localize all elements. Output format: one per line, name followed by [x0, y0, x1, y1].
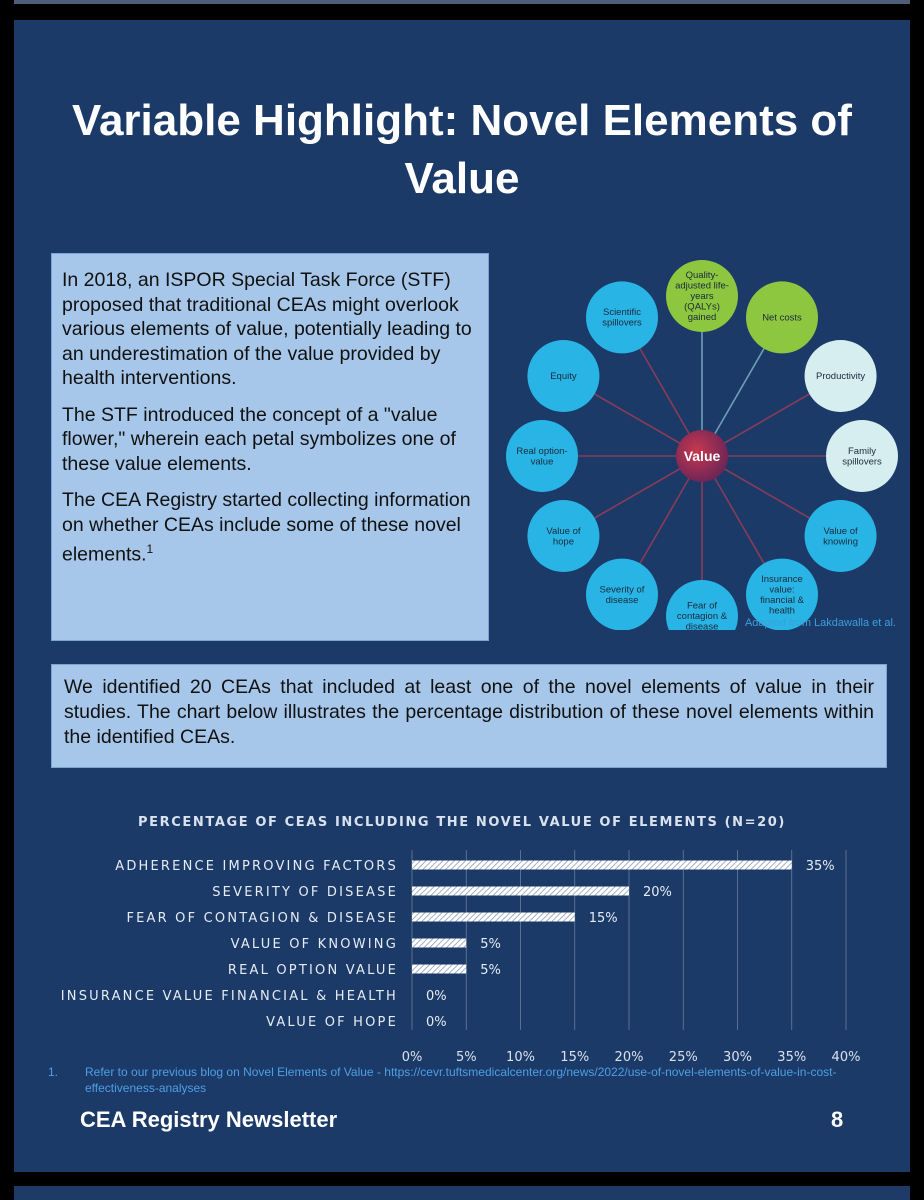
x-tick-label: 0% — [402, 1050, 423, 1065]
summary-text: We identified 20 CEAs that included at l… — [64, 676, 874, 748]
chart-title: PERCENTAGE OF CEAS INCLUDING THE NOVEL V… — [138, 815, 786, 830]
footnote-number: 1. — [48, 1065, 59, 1079]
next-page-edge — [14, 1186, 910, 1200]
flower-center — [676, 430, 728, 482]
page-title: Variable Highlight: Novel Elements of Va… — [72, 96, 852, 203]
flower-petal — [746, 281, 818, 354]
value-flower-diagram: Quality-adjusted life-years(QALYs)gained… — [506, 260, 898, 631]
bar — [412, 886, 629, 896]
x-tick-label: 40% — [832, 1050, 861, 1065]
bar-chart: PERCENTAGE OF CEAS INCLUDING THE NOVEL V… — [61, 815, 861, 1065]
bar — [412, 912, 575, 922]
x-tick-label: 15% — [560, 1050, 589, 1065]
bar-value-label: 20% — [643, 885, 672, 900]
flower-petal-label: Net costs — [762, 312, 802, 323]
flower-petal-label: Insurance — [761, 574, 803, 585]
flower-caption: Adapted from Lakdawalla et al. — [745, 617, 896, 629]
y-category-label: INSURANCE VALUE FINANCIAL & HEALTH — [61, 989, 398, 1004]
flower-petal-label: Productivity — [816, 371, 865, 382]
x-tick-label: 10% — [506, 1050, 535, 1065]
page-number: 8 — [831, 1107, 844, 1132]
flower-petal — [666, 580, 738, 630]
flower-petal-label: health — [769, 605, 795, 616]
flower-petal — [804, 340, 877, 412]
y-category-label: FEAR OF CONTAGION & DISEASE — [126, 911, 398, 926]
flower-petal — [666, 260, 738, 332]
x-tick-label: 35% — [777, 1050, 806, 1065]
bar-value-label: 0% — [426, 989, 447, 1004]
flower-petal-label: Fear of — [687, 601, 717, 612]
intro-text-box: In 2018, an ISPOR Special Task Force (ST… — [51, 253, 489, 641]
bar — [412, 964, 467, 974]
y-category-label: VALUE OF HOPE — [266, 1015, 398, 1030]
flower-petal-label: value: — [769, 584, 794, 595]
flower-petal-label: financial & — [760, 595, 804, 606]
summary-text-box: We identified 20 CEAs that included at l… — [51, 664, 887, 768]
x-tick-label: 30% — [723, 1050, 752, 1065]
bar-value-label: 5% — [480, 937, 501, 952]
bar-value-label: 0% — [426, 1015, 447, 1030]
flower-center-label: Value — [684, 448, 721, 464]
flower-petal-label: Equity — [550, 371, 577, 382]
y-category-label: ADHERENCE IMPROVING FACTORS — [115, 859, 398, 874]
flower-petal-label: Severity of — [600, 584, 645, 595]
y-category-label: VALUE OF KNOWING — [231, 937, 398, 952]
flower-petal — [826, 420, 898, 492]
y-category-label: SEVERITY OF DISEASE — [212, 885, 398, 900]
flower-petal-label: years — [690, 291, 713, 302]
footnote-link[interactable]: Refer to our previous blog on Novel Elem… — [85, 1065, 837, 1095]
intro-paragraph-1: In 2018, an ISPOR Special Task Force (ST… — [62, 269, 472, 389]
intro-paragraph-2: The STF introduced the concept of a "val… — [62, 403, 456, 475]
bar — [412, 938, 467, 948]
flower-petal-label: Real option- — [516, 446, 567, 457]
intro-paragraph-3: The CEA Registry started collecting info… — [62, 488, 478, 567]
flower-petal — [586, 281, 658, 354]
flower-petal-label: Quality- — [686, 270, 719, 281]
flower-petal-label: gained — [688, 312, 717, 323]
flower-petal — [527, 340, 600, 412]
flower-petal-label: Value of — [546, 526, 581, 537]
previous-page-edge — [14, 0, 910, 4]
flower-petal — [586, 558, 658, 630]
flower-petal-label: Value of — [823, 526, 858, 537]
flower-petal — [746, 558, 818, 630]
flower-petal-label: spillovers — [602, 318, 642, 329]
flower-petal-label: knowing — [823, 536, 858, 547]
bar-value-label: 5% — [480, 963, 501, 978]
x-tick-label: 20% — [615, 1050, 644, 1065]
bar — [412, 860, 792, 870]
bar-value-label: 35% — [806, 859, 835, 874]
flower-petal-label: value — [531, 456, 554, 467]
newsletter-name: CEA Registry Newsletter — [80, 1107, 338, 1132]
flower-petal-label: contagion & — [677, 611, 728, 622]
x-tick-label: 25% — [669, 1050, 698, 1065]
flower-petal-label: spillovers — [842, 456, 882, 467]
bar-value-label: 15% — [589, 911, 618, 926]
newsletter-page: Variable Highlight: Novel Elements of Va… — [14, 20, 910, 1172]
flower-petal — [804, 500, 877, 572]
x-tick-label: 5% — [456, 1050, 477, 1065]
flower-petal — [506, 420, 578, 492]
flower-petal — [527, 500, 600, 572]
flower-petal-label: disease — [606, 595, 639, 606]
flower-petal-label: Family — [848, 446, 876, 457]
intro-paragraph-3-text: The CEA Registry started collecting info… — [62, 489, 471, 566]
flower-petal-label: (QALYs) — [684, 302, 720, 313]
flower-petal-label: adjusted life- — [675, 281, 729, 292]
flower-petal-label: Scientific — [603, 307, 641, 318]
footnote-ref[interactable]: 1 — [146, 542, 154, 556]
flower-petal-label: disease — [686, 622, 719, 631]
flower-petal-label: hope — [553, 536, 574, 547]
y-category-label: REAL OPTION VALUE — [228, 963, 398, 978]
